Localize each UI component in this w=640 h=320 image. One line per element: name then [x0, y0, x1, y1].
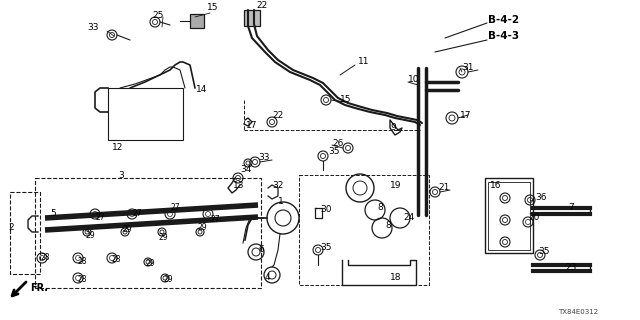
Text: 22: 22 [256, 1, 268, 10]
Text: 25: 25 [152, 11, 163, 20]
Text: 8: 8 [377, 204, 383, 212]
Text: 21: 21 [438, 182, 449, 191]
Text: 1: 1 [278, 197, 284, 206]
Text: 26: 26 [332, 139, 344, 148]
Text: 2: 2 [8, 223, 13, 233]
Bar [35, 178, 261, 288]
Text: 24: 24 [403, 212, 414, 221]
Text: 20: 20 [528, 212, 540, 221]
Bar [488, 182, 530, 250]
Text: B-4-3: B-4-3 [488, 31, 519, 41]
Text: 6: 6 [258, 245, 264, 254]
Text: 29: 29 [163, 276, 173, 284]
Text: 18: 18 [390, 274, 401, 283]
Text: 12: 12 [112, 143, 124, 153]
Text: 7: 7 [568, 204, 573, 212]
Text: 29: 29 [122, 226, 132, 235]
Text: 27: 27 [95, 213, 105, 222]
Text: 30: 30 [320, 205, 332, 214]
Text: 28: 28 [77, 258, 87, 267]
Text: 29: 29 [158, 234, 168, 243]
Text: 28: 28 [77, 276, 87, 284]
Text: 15: 15 [207, 4, 218, 12]
Bar [10, 192, 40, 274]
Text: 35: 35 [538, 247, 550, 257]
Text: 17: 17 [460, 110, 472, 119]
Text: 15: 15 [340, 95, 351, 105]
Text: 27: 27 [170, 204, 180, 212]
Text: 10: 10 [408, 76, 419, 84]
Text: 27: 27 [132, 209, 142, 218]
Text: 29: 29 [145, 259, 155, 268]
Text: 22: 22 [272, 110, 284, 119]
Text: 23: 23 [565, 262, 577, 271]
Text: 5: 5 [50, 210, 56, 219]
Bar [485, 178, 533, 253]
Text: 17: 17 [246, 121, 257, 130]
Text: 29: 29 [197, 223, 207, 233]
Text: B-4-2: B-4-2 [488, 15, 519, 25]
Text: 13: 13 [233, 181, 244, 190]
Bar [299, 175, 429, 285]
Text: 28: 28 [40, 252, 50, 261]
Text: FR.: FR. [30, 283, 48, 293]
Text: 3: 3 [118, 171, 124, 180]
Text: 28: 28 [111, 255, 121, 265]
Text: 27: 27 [210, 215, 220, 225]
Text: 29: 29 [85, 231, 95, 241]
Text: 35: 35 [320, 244, 332, 252]
Bar [190, 14, 204, 28]
Text: 11: 11 [358, 58, 369, 67]
Text: 33: 33 [258, 154, 269, 163]
Text: 19: 19 [390, 181, 401, 190]
Bar [108, 88, 183, 140]
Text: 14: 14 [196, 85, 207, 94]
Text: 8: 8 [385, 221, 391, 230]
Text: 35: 35 [328, 148, 339, 156]
Text: 32: 32 [272, 181, 284, 190]
Text: 34: 34 [240, 165, 252, 174]
Text: 31: 31 [462, 63, 474, 73]
Bar [244, 10, 260, 26]
Text: 36: 36 [535, 193, 547, 202]
Text: 33: 33 [87, 23, 99, 33]
Text: 16: 16 [490, 181, 502, 190]
Text: 4: 4 [265, 274, 271, 283]
Text: 9: 9 [390, 124, 396, 132]
Text: TX84E0312: TX84E0312 [558, 309, 598, 315]
